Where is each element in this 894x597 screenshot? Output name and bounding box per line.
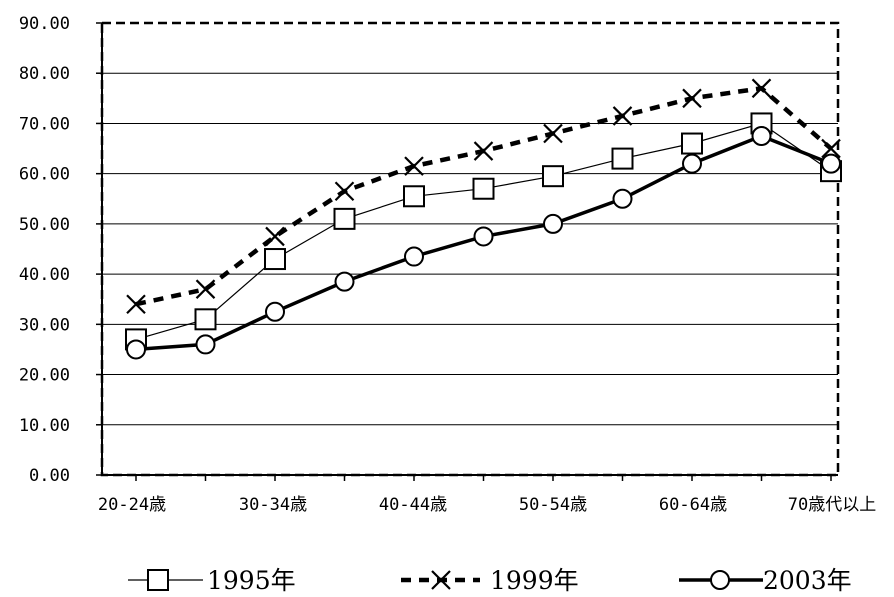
y-tick-label: 40.00: [19, 265, 70, 285]
data-point-circle: [751, 126, 772, 146]
data-point-square: [611, 147, 634, 170]
legend-item-1999年: 1999年: [401, 566, 579, 595]
data-point-circle: [543, 213, 563, 234]
series-lines: [125, 78, 842, 360]
y-tick-label: 80.00: [19, 64, 70, 84]
data-point-cross: [473, 141, 494, 161]
data-point-square: [542, 165, 564, 188]
data-point-cross: [334, 181, 355, 202]
data-point-cross: [682, 88, 702, 109]
data-point-cross: [543, 123, 563, 144]
x-tick-label: 30-34歳: [239, 495, 307, 515]
data-point-cross: [821, 138, 841, 159]
legend-label: 1995年: [207, 566, 296, 595]
y-tick-label: 0.00: [29, 466, 70, 486]
data-point-square: [264, 248, 286, 271]
data-point-square: [194, 308, 217, 331]
data-point-circle: [821, 153, 841, 174]
data-point-cross: [404, 156, 424, 176]
data-point-circle: [710, 570, 730, 590]
data-point-circle: [404, 246, 424, 267]
data-point-circle: [334, 271, 355, 292]
data-point-cross: [195, 279, 216, 299]
y-tick-label: 30.00: [19, 315, 70, 335]
axes: 0.00 10.00 20.00 30.00 40.00 50.00 60.00 70.00 8…: [19, 14, 876, 515]
data-point-square: [333, 207, 356, 230]
legend-label: 1999年: [490, 566, 579, 595]
plot-area-border: [100, 21, 840, 477]
data-point-circle: [126, 339, 146, 360]
data-point-square: [403, 185, 425, 208]
legend-item-1995年: 1995年: [128, 566, 296, 595]
data-point-square: [147, 569, 169, 591]
series-2003年: [126, 126, 841, 360]
data-point-cross: [612, 106, 633, 126]
y-tick-label: 10.00: [19, 416, 70, 436]
legend-label: 2003年: [763, 566, 852, 595]
data-point-circle: [473, 226, 494, 247]
x-tick-label: 70歳代以上: [788, 495, 876, 515]
data-point-cross: [265, 226, 285, 247]
data-point-square: [472, 177, 495, 200]
y-tick-label: 50.00: [19, 215, 70, 235]
y-tick-label: 70.00: [19, 114, 70, 134]
data-point-circle: [682, 153, 702, 174]
x-tick-label: 20-24歳: [98, 495, 166, 515]
y-tick-label: 60.00: [19, 165, 70, 185]
legend-item-2003年: 2003年: [679, 566, 852, 595]
data-point-circle: [612, 188, 633, 209]
legend: 1995年 1999年 2003年: [128, 566, 852, 595]
data-point-cross: [126, 294, 146, 315]
y-tick-label: 90.00: [19, 14, 70, 34]
gridlines: [102, 72, 838, 426]
data-point-cross: [431, 570, 451, 590]
data-point-circle: [195, 334, 216, 355]
series-1999年: [126, 78, 841, 315]
x-tick-label: 40-44歳: [379, 495, 447, 515]
x-tick-label: 50-54歳: [519, 495, 587, 515]
data-point-square: [681, 132, 703, 155]
data-point-circle: [265, 301, 285, 322]
x-tick-label: 60-64歳: [659, 495, 727, 515]
data-point-cross: [751, 78, 772, 99]
y-tick-label: 20.00: [19, 366, 70, 386]
